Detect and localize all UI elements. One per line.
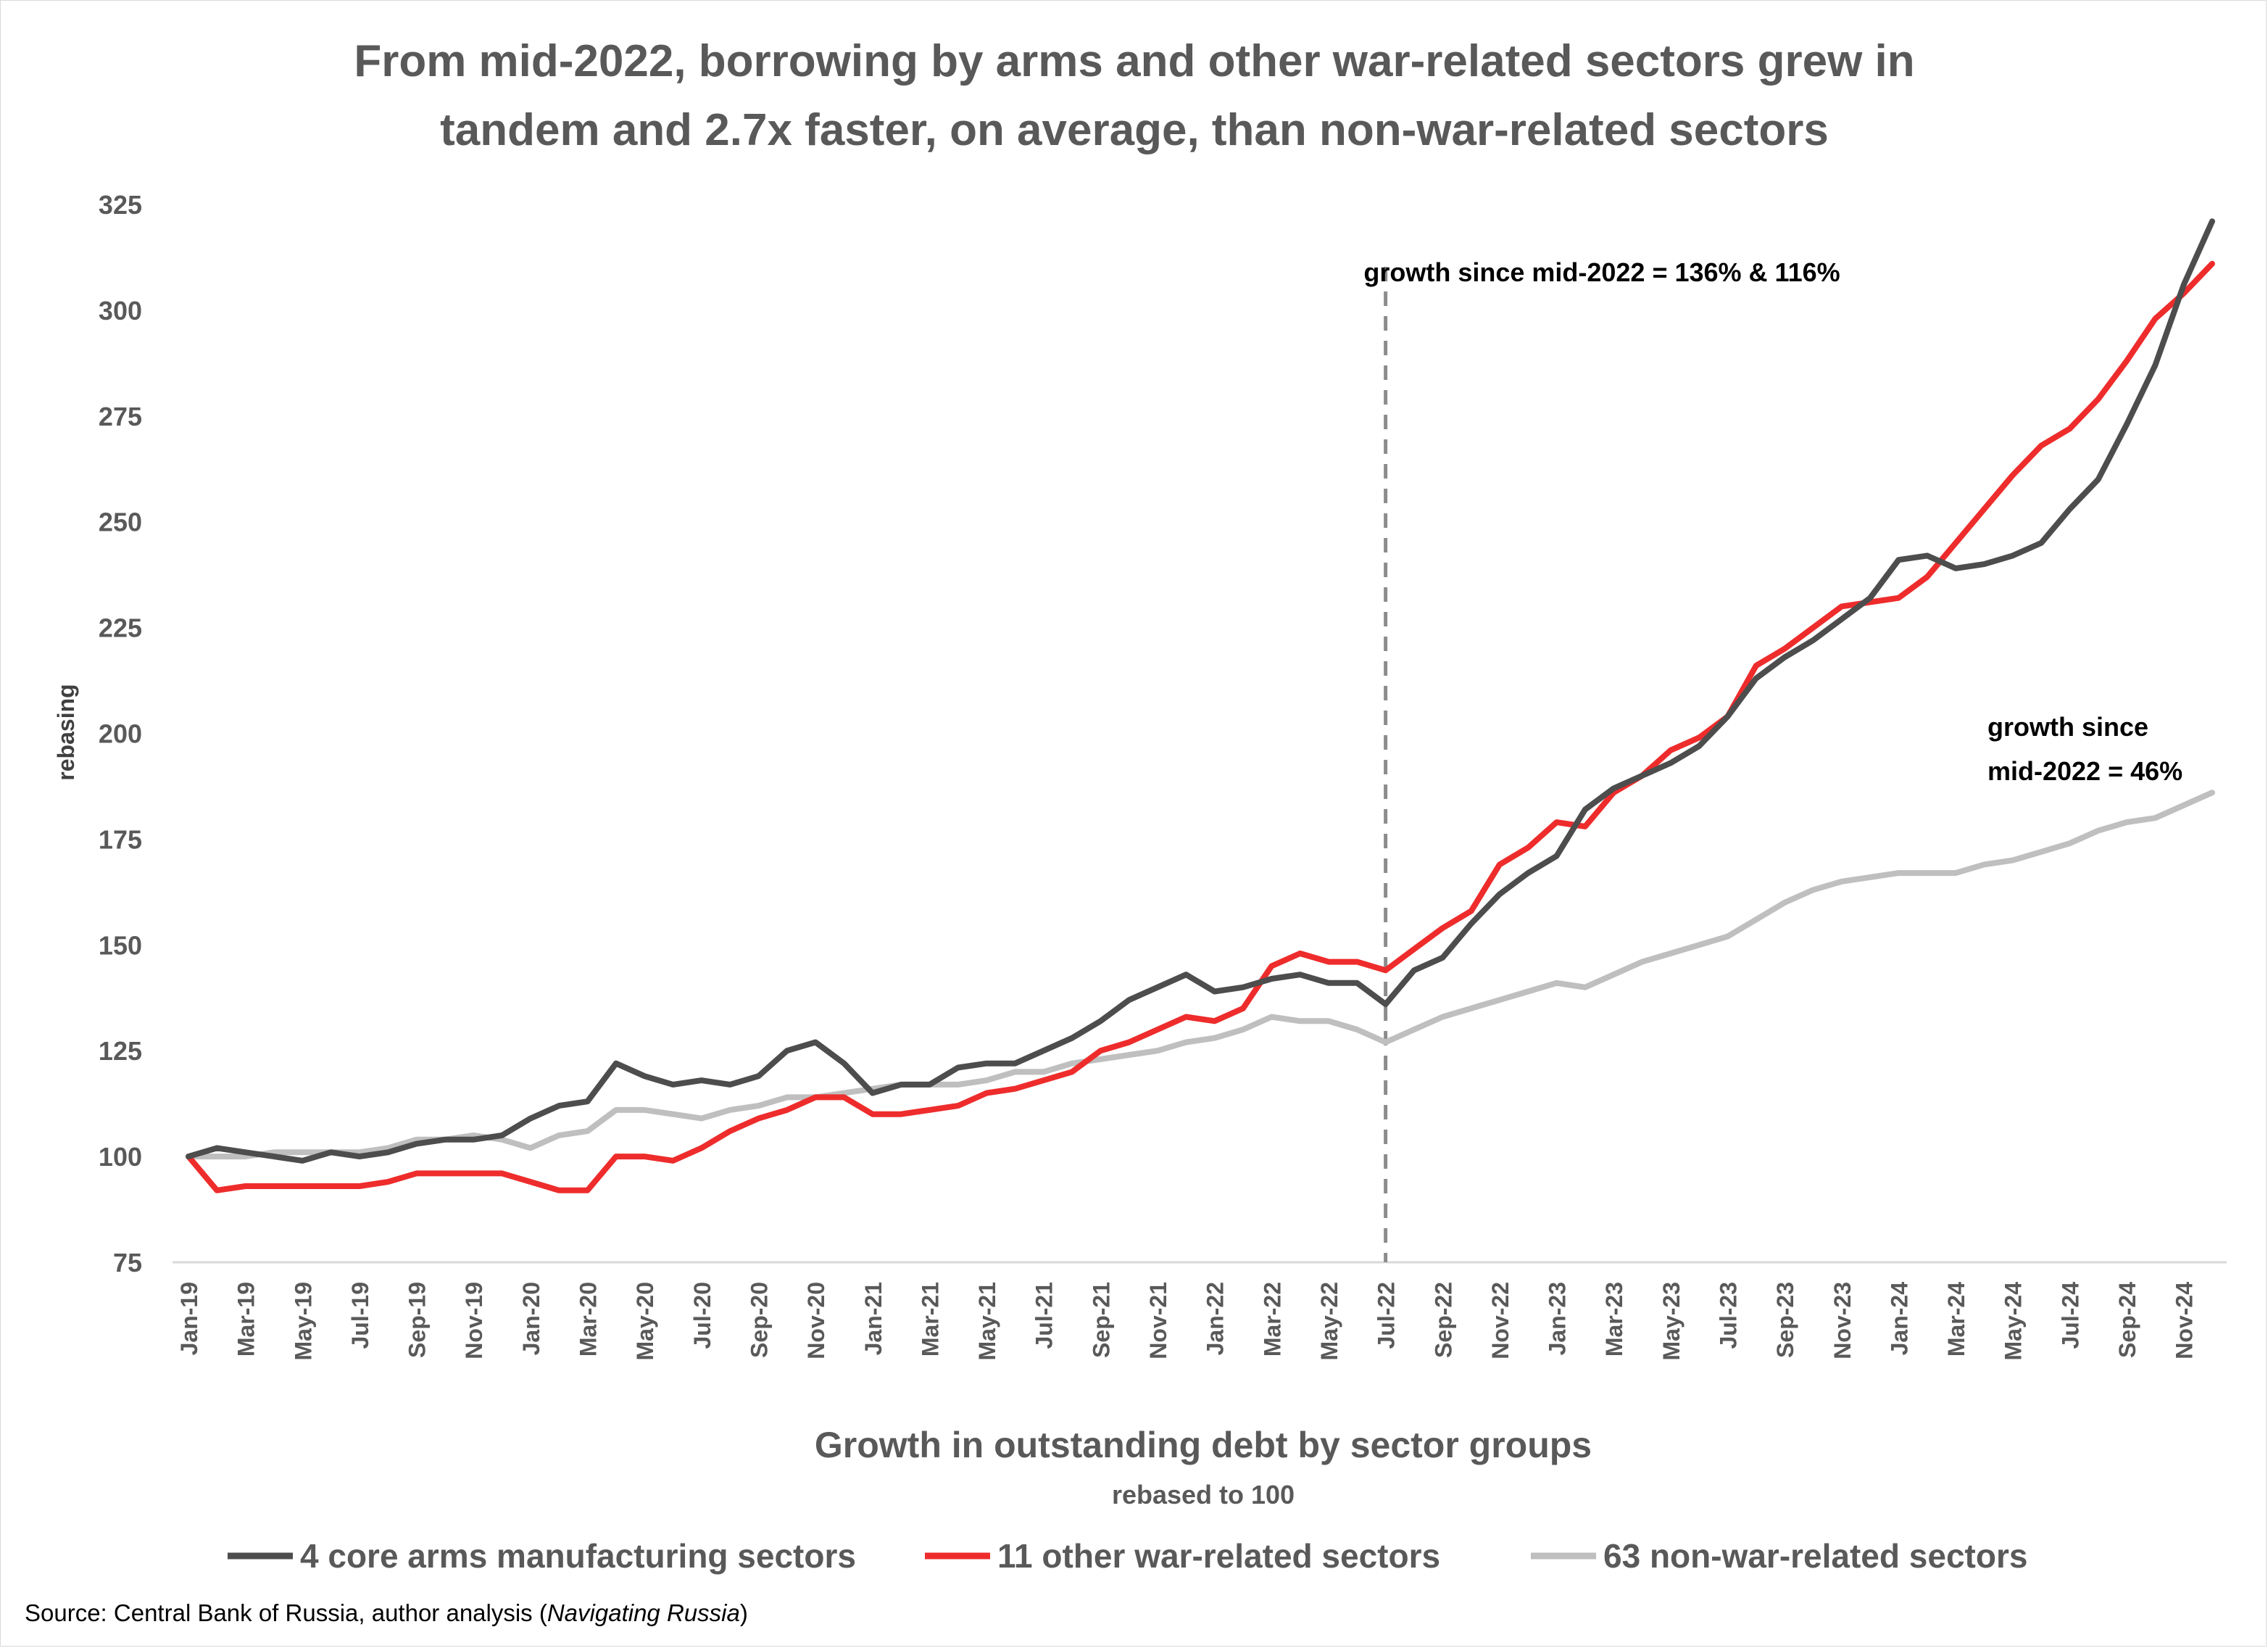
x-tick-label: Sep-22 — [1430, 1282, 1456, 1358]
y-tick-label: 275 — [99, 402, 142, 431]
x-tick-label: Jul-24 — [2057, 1282, 2083, 1349]
x-axis-ticks: Jan-19 Mar-19 May-19 Jul-19 Sep-19 Nov-19 Jan-… — [176, 1282, 2198, 1361]
x-tick-label: Jan-22 — [1202, 1282, 1229, 1355]
x-tick-label: Mar-21 — [917, 1282, 943, 1357]
y-tick-label: 75 — [113, 1248, 142, 1278]
x-tick-label: May-19 — [290, 1282, 316, 1361]
y-tick-label: 150 — [99, 930, 142, 960]
x-tick-label: Mar-20 — [576, 1282, 602, 1357]
legend: 4 core arms manufacturing sectors 11 oth… — [228, 1537, 2027, 1575]
x-tick-label: Sep-19 — [404, 1282, 431, 1358]
chart-title-line-2: tandem and 2.7x faster, on average, than… — [440, 105, 1829, 155]
x-tick-label: Nov-24 — [2172, 1282, 2198, 1359]
x-tick-label: Mar-23 — [1601, 1282, 1627, 1357]
x-axis-subtitle: rebased to 100 — [1112, 1480, 1295, 1510]
source-italic: Navigating Russia — [547, 1599, 740, 1626]
arms-growth-annotation: growth since mid-2022 = 136% & 116% — [1363, 257, 1840, 287]
legend-label-non-war: 63 non-war-related sectors — [1603, 1537, 2027, 1575]
y-tick-label: 175 — [99, 824, 142, 854]
x-tick-label: Sep-21 — [1088, 1282, 1114, 1358]
x-tick-label: May-22 — [1316, 1282, 1342, 1361]
x-tick-label: Jul-19 — [347, 1282, 373, 1349]
y-axis-ticks: 75 100 125 150 175 200 225 250 275 300 325 — [99, 190, 142, 1278]
x-tick-label: May-20 — [632, 1282, 658, 1361]
series-line-non-war — [186, 790, 2215, 1160]
x-tick-label: Jul-22 — [1374, 1282, 1400, 1349]
source-suffix: ) — [740, 1599, 748, 1626]
x-tick-label: Sep-23 — [1772, 1282, 1798, 1358]
x-tick-label: Jul-21 — [1031, 1282, 1058, 1349]
y-tick-label: 200 — [99, 719, 142, 749]
x-tick-label: Nov-19 — [461, 1282, 487, 1359]
x-tick-label: Jul-20 — [689, 1282, 715, 1349]
y-tick-label: 125 — [99, 1036, 142, 1066]
y-tick-label: 300 — [99, 296, 142, 326]
x-tick-label: Jan-23 — [1545, 1282, 1571, 1355]
x-tick-label: Nov-20 — [803, 1282, 829, 1359]
x-tick-label: May-24 — [2001, 1282, 2027, 1361]
x-tick-label: Jan-20 — [518, 1282, 544, 1355]
x-tick-label: Mar-22 — [1259, 1282, 1285, 1357]
x-tick-label: Jan-21 — [860, 1282, 886, 1355]
legend-label-arms: 4 core arms manufacturing sectors — [300, 1537, 856, 1575]
x-tick-label: Mar-19 — [233, 1282, 259, 1357]
source-prefix: Source: Central Bank of Russia, author a… — [25, 1599, 547, 1626]
series-line-other-war — [186, 260, 2215, 1193]
x-tick-label: Jan-19 — [176, 1282, 202, 1355]
y-tick-label: 100 — [99, 1142, 142, 1172]
x-tick-label: May-21 — [974, 1282, 1000, 1361]
chart-title-line-1: From mid-2022, borrowing by arms and oth… — [354, 36, 1914, 86]
nonwar-growth-annotation-line-2: mid-2022 = 46% — [1987, 756, 2182, 786]
y-tick-label: 225 — [99, 613, 142, 643]
x-tick-label: Nov-22 — [1487, 1282, 1513, 1359]
y-axis-label: rebasing — [53, 684, 79, 780]
x-tick-label: Jul-23 — [1715, 1282, 1741, 1349]
x-tick-label: May-23 — [1658, 1282, 1685, 1361]
x-tick-label: Jan-24 — [1886, 1282, 1912, 1356]
y-tick-label: 250 — [99, 508, 142, 537]
x-tick-label: Mar-24 — [1943, 1282, 1969, 1357]
x-tick-label: Nov-21 — [1145, 1282, 1171, 1359]
x-tick-label: Sep-20 — [746, 1282, 772, 1358]
x-axis-title: Growth in outstanding debt by sector gro… — [815, 1425, 1592, 1465]
legend-label-other-war: 11 other war-related sectors — [997, 1537, 1440, 1575]
x-tick-label: Nov-23 — [1829, 1282, 1856, 1359]
nonwar-growth-annotation-line-1: growth since — [1987, 712, 2148, 742]
series-line-arms — [186, 218, 2215, 1164]
y-tick-label: 325 — [99, 190, 142, 220]
x-tick-label: Sep-24 — [2114, 1282, 2140, 1358]
series-lines — [186, 218, 2215, 1193]
source-note: Source: Central Bank of Russia, author a… — [25, 1599, 748, 1626]
